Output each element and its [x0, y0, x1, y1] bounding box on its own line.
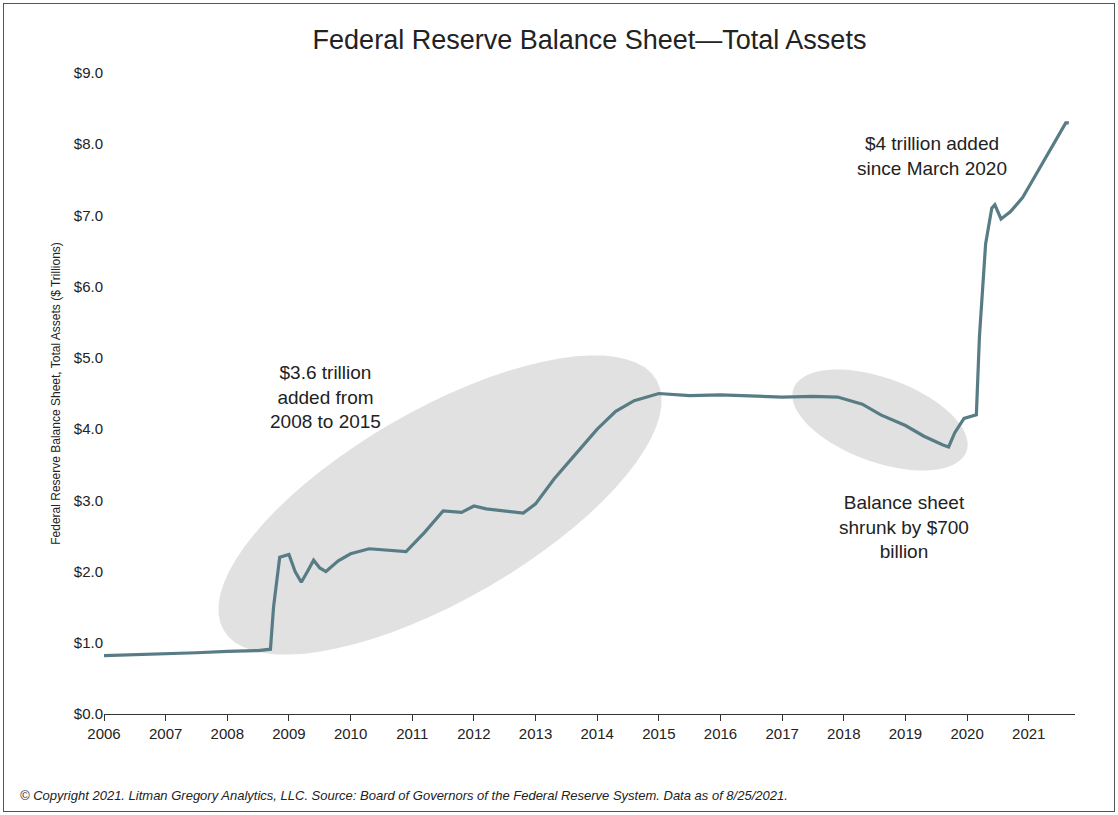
svg-text:2011: 2011	[396, 725, 428, 742]
svg-text:2013: 2013	[519, 725, 552, 742]
svg-text:2020: 2020	[950, 725, 983, 742]
svg-text:2008: 2008	[211, 725, 244, 742]
svg-text:Federal Reserve Balance Sheet—: Federal Reserve Balance Sheet—Total Asse…	[313, 25, 867, 55]
svg-text:2012: 2012	[457, 725, 490, 742]
svg-text:2010: 2010	[334, 725, 367, 742]
svg-text:2015: 2015	[642, 725, 675, 742]
svg-text:$4.0: $4.0	[74, 420, 103, 437]
svg-text:$7.0: $7.0	[74, 207, 103, 224]
svg-text:2007: 2007	[149, 725, 182, 742]
svg-text:$8.0: $8.0	[74, 135, 103, 152]
svg-text:$9.0: $9.0	[74, 64, 103, 81]
svg-text:2019: 2019	[889, 725, 922, 742]
svg-text:$1.0: $1.0	[74, 634, 103, 651]
svg-text:Balance sheetshrunk by $700bil: Balance sheetshrunk by $700billion	[839, 492, 969, 562]
svg-text:$6.0: $6.0	[74, 278, 103, 295]
svg-text:$3.0: $3.0	[74, 492, 103, 509]
svg-text:Federal Reserve Balance Sheet,: Federal Reserve Balance Sheet, Total Ass…	[49, 242, 63, 545]
svg-text:2017: 2017	[765, 725, 798, 742]
svg-text:$3.6 trillionadded from2008 to: $3.6 trillionadded from2008 to 2015	[270, 362, 381, 432]
svg-text:2018: 2018	[827, 725, 860, 742]
svg-text:$5.0: $5.0	[74, 349, 103, 366]
svg-text:2006: 2006	[87, 725, 120, 742]
svg-text:$4 trillion addedsince March 2: $4 trillion addedsince March 2020	[857, 133, 1007, 179]
svg-text:2009: 2009	[272, 725, 305, 742]
svg-text:$0.0: $0.0	[74, 705, 103, 722]
svg-text:2021: 2021	[1012, 725, 1045, 742]
svg-text:2014: 2014	[581, 725, 614, 742]
svg-text:$2.0: $2.0	[74, 563, 103, 580]
svg-text:© Copyright 2021. Litman Grego: © Copyright 2021. Litman Gregory Analyti…	[20, 788, 788, 803]
svg-text:2016: 2016	[704, 725, 737, 742]
